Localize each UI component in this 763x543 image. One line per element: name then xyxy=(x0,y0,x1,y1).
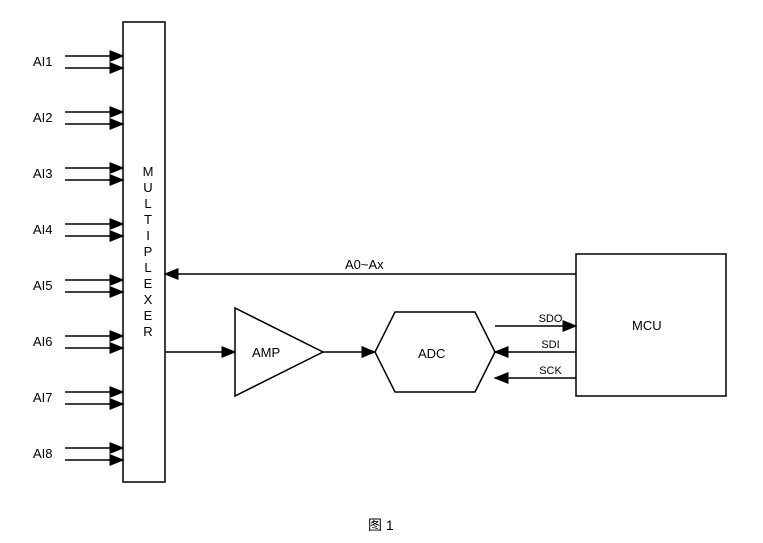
input-label: AI6 xyxy=(33,334,53,349)
addr-label: A0~Ax xyxy=(345,257,384,272)
spi-label: SDI xyxy=(541,339,559,351)
input-label: AI1 xyxy=(33,54,53,69)
input-label: AI8 xyxy=(33,446,53,461)
input-label: AI2 xyxy=(33,110,53,125)
mcu-label: MCU xyxy=(632,318,662,333)
input-label: AI5 xyxy=(33,278,53,293)
adc-label: ADC xyxy=(418,346,445,361)
amp-label: AMP xyxy=(252,345,280,360)
multiplexer-label: MULTIPLEXER xyxy=(141,164,156,340)
spi-label: SDO xyxy=(539,313,563,325)
input-label: AI3 xyxy=(33,166,53,181)
spi-label: SCK xyxy=(539,365,562,377)
input-label: AI4 xyxy=(33,222,53,237)
figure-caption: 图 1 xyxy=(368,517,394,533)
input-label: AI7 xyxy=(33,390,53,405)
